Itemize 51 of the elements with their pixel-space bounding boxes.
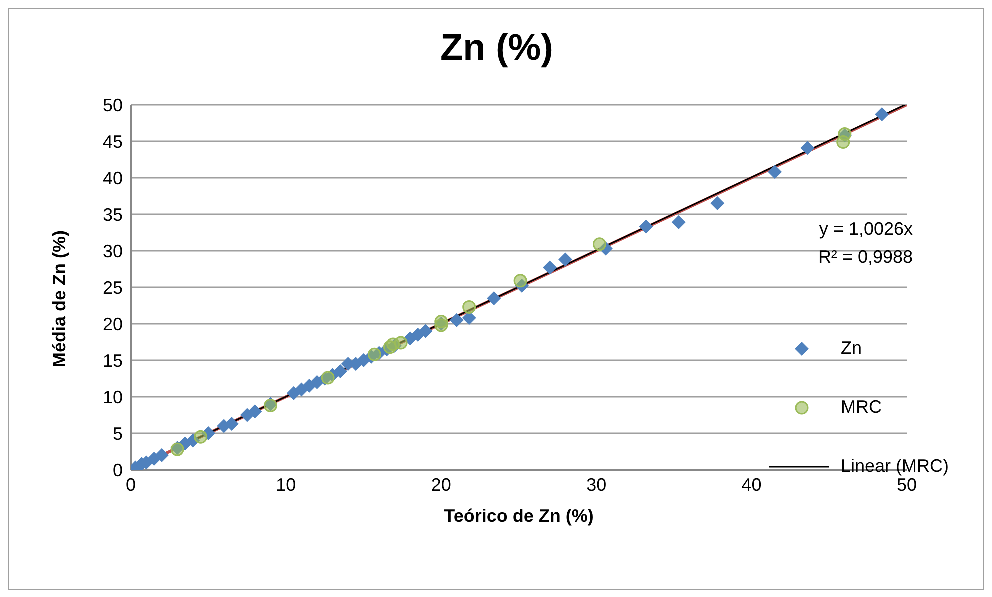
point <box>558 252 573 267</box>
y-axis-title: Média de Zn (%) <box>49 230 70 368</box>
point <box>418 324 433 338</box>
point <box>768 165 782 180</box>
point <box>368 348 382 362</box>
point <box>186 434 200 448</box>
legend-label: MRC <box>841 397 882 418</box>
point <box>875 107 890 122</box>
y-tick-label: 40 <box>102 168 123 188</box>
point <box>394 336 408 350</box>
point <box>462 311 476 326</box>
point <box>639 220 654 234</box>
point <box>155 448 170 462</box>
point <box>672 216 686 230</box>
x-tick-label: 30 <box>586 474 607 495</box>
annotation: y = 1,0026x <box>819 219 913 240</box>
legend-label: Zn <box>841 338 862 359</box>
chart-title: Zn (%) <box>439 27 555 69</box>
point <box>800 141 815 156</box>
point <box>710 196 725 211</box>
y-tick-label: 15 <box>102 350 123 371</box>
point <box>543 260 558 275</box>
y-tick-label: 20 <box>102 314 123 334</box>
y-tick-label: 35 <box>102 204 123 225</box>
point <box>515 279 530 294</box>
point <box>514 274 528 288</box>
y-tick-label: 30 <box>102 241 123 262</box>
point <box>334 364 348 378</box>
annotation: R² = 0,9988 <box>818 247 913 268</box>
x-tick-label: 0 <box>126 474 136 495</box>
point <box>202 426 216 440</box>
point <box>462 300 476 314</box>
point <box>592 238 606 252</box>
point <box>598 242 613 256</box>
y-tick-label: 25 <box>102 278 123 298</box>
x-tick-label: 20 <box>431 474 452 495</box>
y-tick-label: 50 <box>102 95 123 116</box>
point <box>194 430 208 444</box>
x-tick-label: 10 <box>276 474 296 495</box>
y-tick-label: 5 <box>112 424 123 444</box>
point <box>248 404 262 419</box>
point <box>321 371 335 385</box>
x-axis-title: Teórico de Zn (%) <box>444 506 594 526</box>
y-tick-label: 0 <box>112 460 123 480</box>
x-tick-label: 40 <box>742 474 762 495</box>
y-tick-label: 10 <box>102 387 123 408</box>
point <box>487 291 502 306</box>
point <box>450 313 464 328</box>
x-tick-label: 50 <box>896 474 918 495</box>
legend-label: Linear (MRC) <box>841 456 950 477</box>
y-tick-label: 45 <box>102 132 123 152</box>
